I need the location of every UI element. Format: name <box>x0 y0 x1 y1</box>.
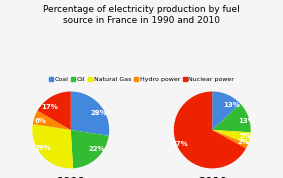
Legend: Coal, Oil, Natural Gas, Hydro power, Nuclear power: Coal, Oil, Natural Gas, Hydro power, Nuc… <box>46 74 237 85</box>
Text: 67%: 67% <box>172 141 188 147</box>
Text: 6%: 6% <box>34 118 46 124</box>
Wedge shape <box>32 124 73 168</box>
Text: 22%: 22% <box>88 146 105 152</box>
Wedge shape <box>71 91 109 136</box>
Wedge shape <box>212 104 251 132</box>
Text: 17%: 17% <box>41 104 58 110</box>
Wedge shape <box>37 91 71 130</box>
Text: 29%: 29% <box>35 145 52 151</box>
Wedge shape <box>212 91 240 130</box>
Text: 2%: 2% <box>237 139 249 145</box>
Wedge shape <box>71 130 109 168</box>
Text: 2010: 2010 <box>198 177 227 178</box>
Text: 1990: 1990 <box>56 177 85 178</box>
Wedge shape <box>212 130 251 144</box>
Text: 5%: 5% <box>239 133 251 139</box>
Wedge shape <box>174 91 246 168</box>
Text: Percentage of electricity production by fuel
source in France in 1990 and 2010: Percentage of electricity production by … <box>43 5 240 25</box>
Wedge shape <box>33 111 71 130</box>
Text: 13%: 13% <box>238 117 255 124</box>
Text: 28%: 28% <box>91 110 107 116</box>
Text: 13%: 13% <box>223 101 240 108</box>
Wedge shape <box>212 130 248 148</box>
